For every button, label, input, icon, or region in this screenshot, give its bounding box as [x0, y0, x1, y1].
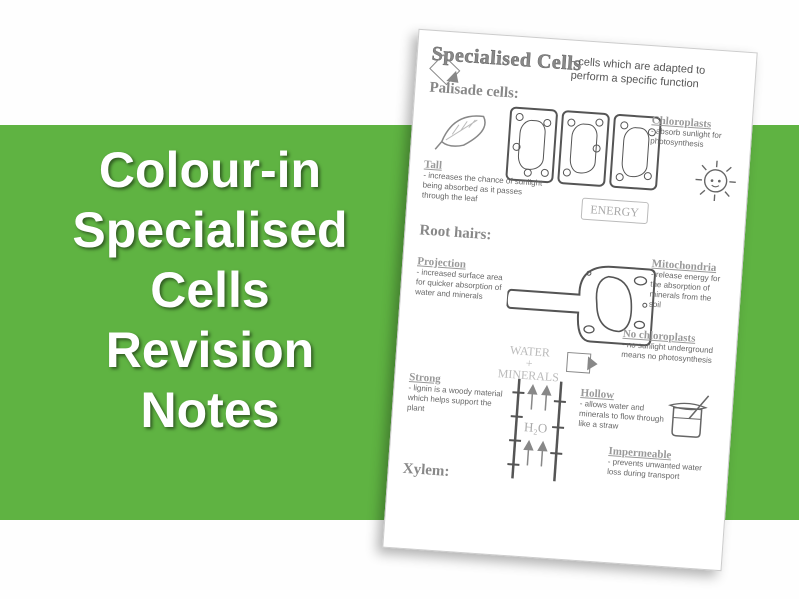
hero-l1: Colour‑in [30, 140, 390, 200]
note-mitochondria: Mitochondria - release energy for the ab… [649, 257, 728, 314]
text-hollow: - allows water and minerals to flow thro… [578, 398, 670, 434]
palisade-panel: Chloroplasts - absorb sunlight for photo… [421, 98, 738, 237]
h2o-text: H₂O [523, 419, 547, 437]
text-strong: - lignin is a woody material which helps… [407, 382, 505, 419]
energy-label: ENERGY [581, 197, 649, 224]
text-mitochondria: - release energy for the absorption of m… [649, 269, 728, 314]
text-projection: - increased surface area for quicker abs… [415, 267, 509, 303]
energy-burst: ENERGY [581, 199, 649, 222]
leaf-icon [431, 103, 504, 158]
note-tall: Tall - increases the chance of sunlight … [422, 158, 545, 208]
note-hollow: Hollow - allows water and minerals to fl… [578, 386, 671, 434]
section-xylem: Xylem: [402, 460, 450, 480]
hero-l5: Notes [30, 380, 390, 440]
note-projection: Projection - increased surface area for … [415, 255, 510, 303]
note-chloroplasts: Chloroplasts - absorb sunlight for photo… [650, 114, 738, 152]
hero-l2: Specialised [30, 200, 390, 260]
xylem-panel: Strong - lignin is a woody material whic… [402, 370, 719, 501]
root-panel: Projection - increased surface area for … [410, 241, 728, 392]
note-nochloro: No chloroplasts - no sunlight undergroun… [621, 327, 723, 366]
worksheet-page: Specialised Cells - cells which are adap… [382, 29, 757, 571]
sun-icon [692, 157, 739, 204]
hero-title: Colour‑in Specialised Cells Revision Not… [30, 140, 390, 440]
hero-l3: Cells [30, 260, 390, 320]
definition-text: - cells which are adapted to perform a s… [570, 56, 742, 95]
palisade-cell [557, 109, 610, 186]
arrow-icon [566, 351, 591, 373]
hero-l4: Revision [30, 320, 390, 380]
note-impermeable: Impermeable - prevents unwanted water lo… [607, 445, 715, 484]
note-strong: Strong - lignin is a woody material whic… [407, 370, 506, 419]
straw-icon [662, 390, 715, 439]
